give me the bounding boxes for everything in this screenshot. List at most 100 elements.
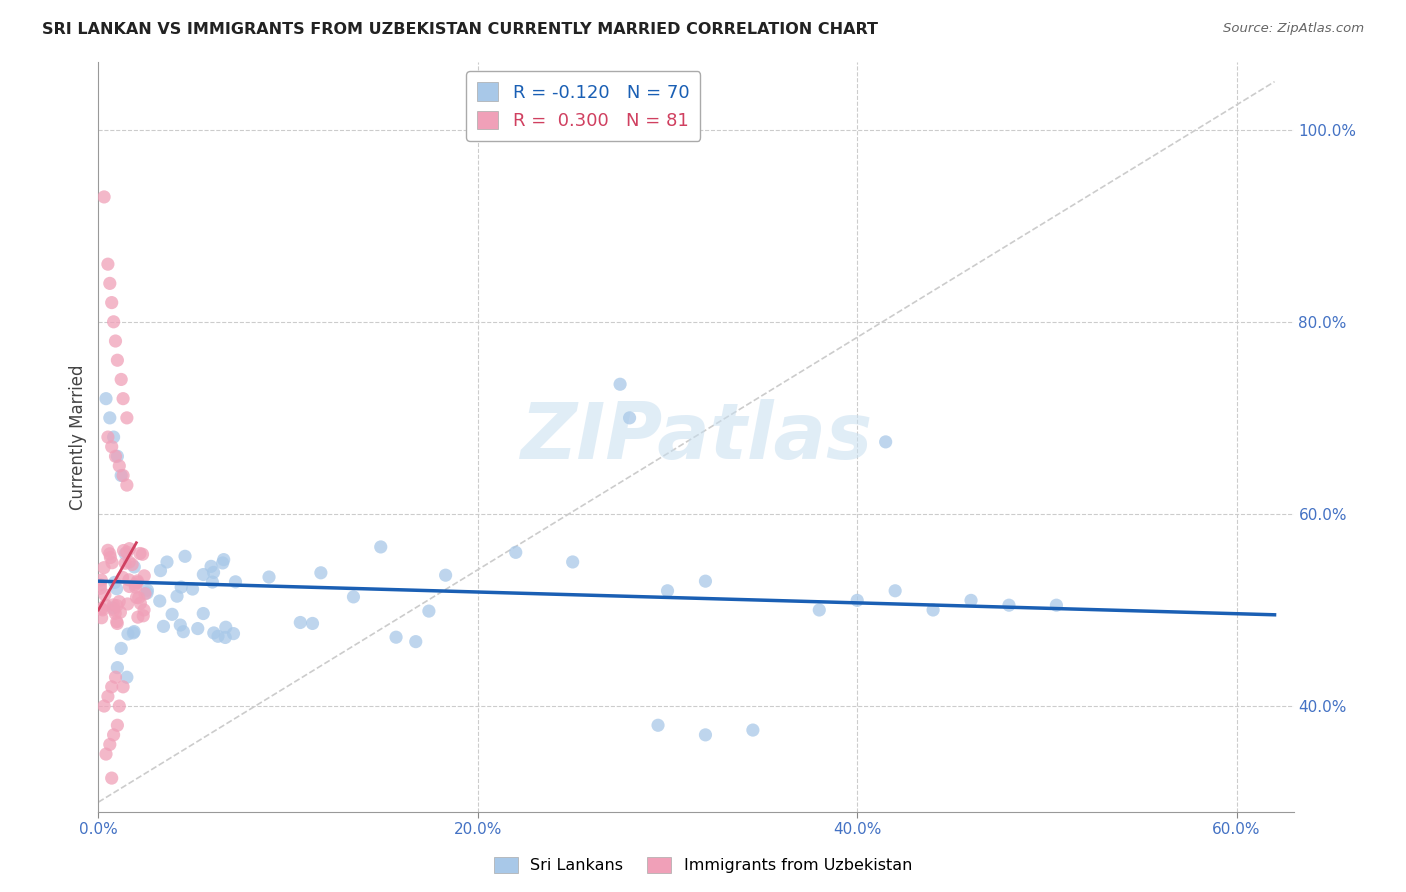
Point: [207, 629, 229, 643]
Point: [202, 566, 225, 580]
Point: [156, 555, 179, 569]
Point: [105, 615, 128, 629]
Point: [115, 478, 138, 492]
Point: [104, 670, 127, 684]
Point: [127, 574, 149, 588]
Point: [200, 559, 222, 574]
Point: [181, 582, 204, 596]
Point: [257, 570, 280, 584]
Point: [215, 620, 238, 634]
Point: [609, 377, 631, 392]
Point: [149, 564, 172, 578]
Point: [118, 573, 141, 587]
Point: [100, 771, 122, 785]
Point: [115, 410, 138, 425]
Point: [127, 610, 149, 624]
Point: [93, 560, 115, 574]
Point: [561, 555, 583, 569]
Point: [808, 603, 831, 617]
Point: [884, 583, 907, 598]
Point: [108, 594, 131, 608]
Point: [89, 582, 111, 596]
Point: [846, 593, 869, 607]
Text: Source: ZipAtlas.com: Source: ZipAtlas.com: [1223, 22, 1364, 36]
Point: [117, 597, 139, 611]
Point: [98, 738, 121, 752]
Point: [97, 257, 120, 271]
Point: [103, 603, 125, 617]
Point: [103, 598, 125, 612]
Point: [114, 547, 136, 561]
Point: [108, 458, 131, 473]
Point: [125, 591, 148, 605]
Point: [193, 607, 215, 621]
Point: [187, 622, 209, 636]
Point: [224, 574, 246, 589]
Point: [105, 616, 128, 631]
Point: [105, 599, 128, 613]
Point: [152, 619, 174, 633]
Point: [222, 626, 245, 640]
Point: [105, 718, 128, 732]
Point: [134, 587, 156, 601]
Text: SRI LANKAN VS IMMIGRANTS FROM UZBEKISTAN CURRENTLY MARRIED CORRELATION CHART: SRI LANKAN VS IMMIGRANTS FROM UZBEKISTAN…: [42, 22, 879, 37]
Point: [122, 624, 145, 639]
Point: [112, 468, 135, 483]
Point: [108, 699, 131, 714]
Point: [290, 615, 312, 630]
Point: [110, 605, 132, 619]
Point: [136, 586, 159, 600]
Point: [94, 588, 117, 602]
Point: [91, 603, 114, 617]
Point: [922, 603, 945, 617]
Point: [132, 603, 155, 617]
Point: [741, 723, 763, 737]
Point: [118, 555, 141, 569]
Point: [115, 545, 138, 559]
Point: [115, 670, 138, 684]
Point: [405, 634, 427, 648]
Point: [174, 549, 197, 564]
Point: [104, 575, 127, 590]
Point: [90, 611, 112, 625]
Point: [695, 574, 717, 589]
Point: [94, 747, 117, 761]
Point: [118, 579, 141, 593]
Point: [98, 277, 121, 291]
Point: [90, 573, 112, 587]
Point: [104, 450, 127, 464]
Point: [93, 190, 115, 204]
Point: [202, 626, 225, 640]
Point: [342, 590, 364, 604]
Legend: R = -0.120   N = 70, R =  0.300   N = 81: R = -0.120 N = 70, R = 0.300 N = 81: [465, 71, 700, 141]
Point: [90, 601, 112, 615]
Point: [112, 392, 135, 406]
Point: [97, 430, 120, 444]
Point: [134, 569, 156, 583]
Point: [129, 547, 152, 561]
Point: [170, 580, 193, 594]
Point: [309, 566, 332, 580]
Point: [695, 728, 717, 742]
Point: [129, 596, 152, 610]
Point: [97, 543, 120, 558]
Point: [104, 607, 127, 621]
Point: [105, 353, 128, 368]
Legend: Sri Lankans, Immigrants from Uzbekistan: Sri Lankans, Immigrants from Uzbekistan: [488, 850, 918, 880]
Point: [114, 556, 136, 570]
Point: [124, 560, 146, 574]
Y-axis label: Currently Married: Currently Married: [69, 364, 87, 510]
Point: [103, 728, 125, 742]
Point: [136, 583, 159, 598]
Point: [117, 627, 139, 641]
Point: [94, 392, 117, 406]
Point: [103, 315, 125, 329]
Point: [110, 468, 132, 483]
Point: [128, 591, 150, 605]
Point: [619, 410, 641, 425]
Point: [124, 580, 146, 594]
Point: [875, 434, 897, 449]
Point: [160, 607, 183, 622]
Point: [89, 578, 111, 592]
Point: [127, 575, 149, 590]
